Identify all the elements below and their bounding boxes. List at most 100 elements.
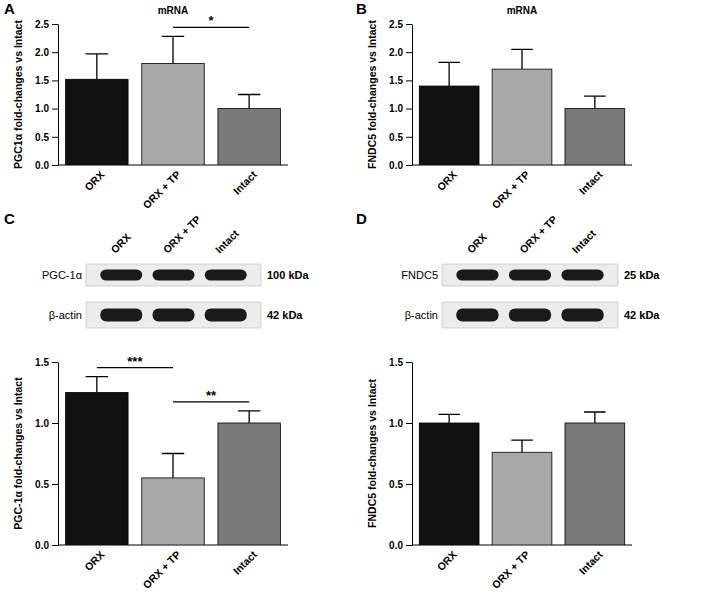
x-tick: Intact (231, 545, 260, 577)
y-axis-title: PGC-1α fold-changes vs Intact (12, 377, 24, 530)
y-tick-mark (406, 545, 412, 546)
y-tick-mark (52, 137, 58, 138)
chart-title: mRNA (507, 5, 538, 16)
error-bar (511, 49, 533, 69)
y-tick-label: 1.5 (35, 357, 49, 368)
blot-size-label: 42 kDa (267, 309, 303, 321)
y-tick: 0.0 (389, 160, 412, 171)
figure: AmRNA PGC1α fold-changes vs Intact 0.0 0.5 1… (0, 0, 708, 603)
panel: BmRNAFNDC5 fold-changes vs Intact0.00.51… (356, 0, 632, 211)
error-bar (511, 440, 533, 452)
y-axis: 0.00.51.01.52.02.5 (35, 19, 58, 171)
y-axis: 0.00.51.01.5 (389, 357, 412, 551)
bar (492, 452, 552, 545)
error-bar (584, 412, 606, 423)
bar (142, 478, 204, 545)
y-tick-mark (52, 545, 58, 546)
y-tick-mark (406, 52, 412, 53)
error-bar (86, 54, 108, 79)
y-axis-title: FNDC5 fold-changes vs Intact (366, 379, 378, 528)
lane-label: Intact (569, 227, 598, 256)
y-tick-mark (406, 362, 412, 363)
bar (419, 86, 479, 165)
panel-letter: A (4, 0, 15, 17)
y-tick: 1.0 (389, 103, 412, 114)
y-tick: 1.5 (35, 357, 58, 368)
y-tick-mark (406, 423, 412, 424)
y-tick-label: 0.5 (35, 479, 49, 490)
blot-row-label: β-actin (405, 309, 438, 321)
y-tick: 0.5 (389, 132, 412, 143)
error-bar (438, 62, 460, 86)
x-tick: ORX (82, 545, 107, 573)
x-tick-label: ORX + TP (140, 168, 183, 211)
y-axis-title: PGC1α fold-changes vs Intact (12, 20, 24, 169)
x-axis: ORXORX + TPIntact (412, 545, 632, 591)
x-tick-label: ORX (434, 168, 459, 193)
x-tick-label: ORX + TP (489, 548, 532, 591)
blot-strip (86, 302, 261, 328)
panel: CPGC-1α fold-changes vs Intact0.00.51.01… (4, 210, 309, 591)
y-axis: 0.00.51.01.5 (35, 357, 58, 551)
panel-letter: C (4, 210, 15, 227)
blot-row-label: β-actin (49, 309, 82, 321)
y-tick-mark (52, 80, 58, 81)
plot-marks (66, 36, 281, 165)
bar (492, 69, 552, 165)
y-tick: 1.5 (389, 357, 412, 368)
error-bar (438, 414, 460, 423)
x-axis: ORXORX + TPIntact (58, 545, 288, 591)
error-bar (238, 411, 260, 423)
x-axis: ORX ORX + TP Intact (58, 165, 288, 211)
blot-band (205, 309, 247, 322)
blot-band (509, 309, 551, 322)
y-tick-mark (52, 362, 58, 363)
x-tick: ORX (434, 165, 459, 193)
y-tick-mark (406, 137, 412, 138)
y-tick-mark (52, 109, 58, 110)
blot-band (205, 270, 247, 281)
x-tick-label: ORX (82, 168, 107, 193)
lane-label: ORX + TP (160, 213, 203, 256)
blot-band (153, 309, 195, 322)
y-tick: 1.0 (35, 103, 58, 114)
y-tick: 1.5 (389, 75, 412, 86)
x-tick: ORX + TP (489, 545, 532, 591)
bar (142, 63, 204, 165)
y-tick: 1.0 (389, 418, 412, 429)
error-bar (86, 377, 108, 393)
significance-label: ** (206, 388, 217, 403)
y-tick: 0.5 (35, 479, 58, 490)
y-tick-label: 2.0 (389, 47, 403, 58)
x-tick-label: ORX (434, 548, 459, 573)
y-axis-line (412, 363, 413, 546)
y-tick-label: 1.5 (35, 75, 49, 86)
y-tick-label: 1.5 (389, 357, 403, 368)
y-tick-label: 1.0 (35, 103, 49, 114)
bar (419, 423, 479, 545)
blot-strip (442, 302, 618, 328)
y-tick-label: 0.0 (35, 160, 49, 171)
y-tick-label: 1.0 (389, 103, 403, 114)
plot-marks (66, 377, 281, 545)
y-tick-mark (52, 484, 58, 485)
x-tick: Intact (231, 165, 260, 197)
y-tick-label: 1.0 (35, 418, 49, 429)
y-tick: 2.5 (35, 19, 58, 30)
blot-strip (86, 264, 261, 286)
y-tick-mark (406, 109, 412, 110)
y-tick: 1.5 (35, 75, 58, 86)
y-tick-label: 0.5 (389, 132, 403, 143)
y-tick: 0.5 (35, 132, 58, 143)
x-tick: Intact (576, 165, 605, 197)
y-tick: 1.0 (35, 418, 58, 429)
bar (565, 423, 625, 545)
y-axis-line (58, 25, 59, 166)
lane-label: ORX (108, 231, 133, 256)
blot-strip (442, 264, 618, 286)
bar (565, 109, 625, 165)
x-tick: ORX (434, 545, 459, 573)
y-tick-label: 1.0 (389, 418, 403, 429)
lane-label: ORX + TP (517, 213, 560, 256)
blot-row-label: PGC-1α (42, 269, 83, 281)
